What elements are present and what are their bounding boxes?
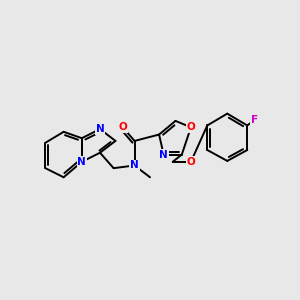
Text: N: N — [159, 149, 168, 160]
Text: O: O — [187, 157, 195, 167]
Text: O: O — [187, 122, 195, 132]
Text: F: F — [251, 115, 258, 125]
Text: N: N — [130, 160, 139, 170]
Text: O: O — [118, 122, 127, 132]
Text: N: N — [96, 124, 104, 134]
Text: N: N — [77, 157, 86, 167]
